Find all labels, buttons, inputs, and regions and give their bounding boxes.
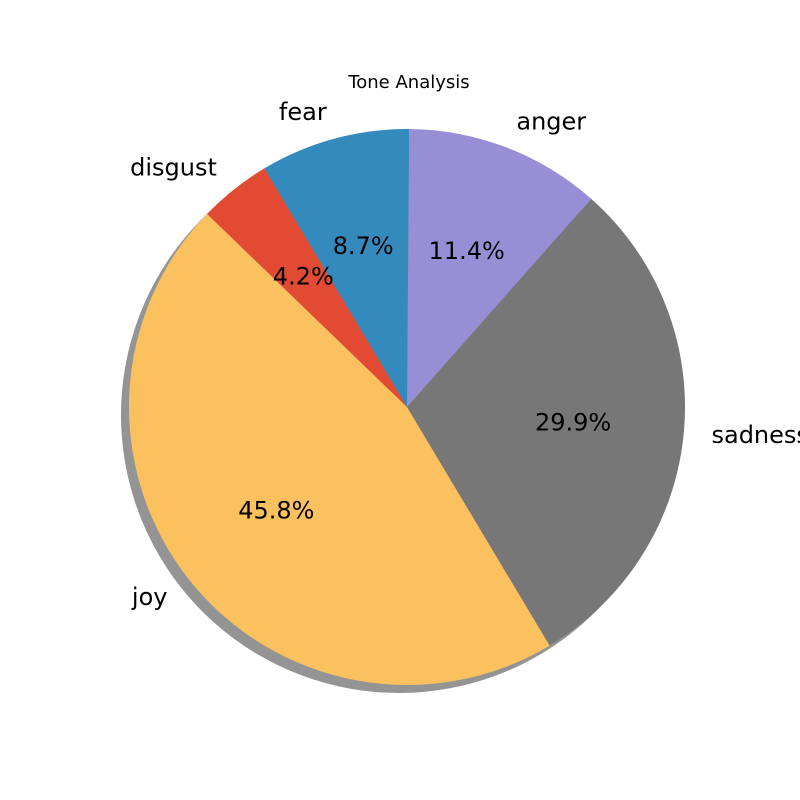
category-label-sadness: sadness xyxy=(711,421,800,449)
percent-label-sadness: 29.9% xyxy=(535,408,611,436)
percent-label-joy: 45.8% xyxy=(238,497,314,525)
category-label-disgust: disgust xyxy=(130,153,217,181)
category-label-joy: joy xyxy=(131,583,168,611)
slice-anger xyxy=(407,129,592,408)
category-label-fear: fear xyxy=(279,98,327,126)
chart-title: Tone Analysis xyxy=(347,72,469,93)
slice-fear xyxy=(264,129,410,407)
category-label-anger: anger xyxy=(516,107,586,135)
percent-label-anger: 11.4% xyxy=(429,237,505,265)
slice-joy xyxy=(129,213,550,686)
slice-sadness xyxy=(407,198,685,646)
pie-slices xyxy=(129,129,685,686)
percent-label-fear: 8.7% xyxy=(333,232,394,260)
slice-disgust xyxy=(207,168,407,407)
pie-labels: joy 45.8% sadness 29.9% anger 11.4% fear 8.7% di… xyxy=(130,98,800,611)
percent-label-disgust: 4.2% xyxy=(273,262,334,290)
